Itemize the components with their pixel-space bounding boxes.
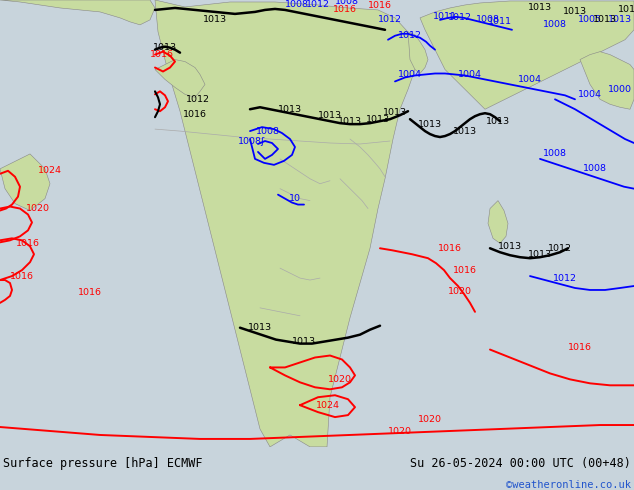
Text: 1016: 1016 — [10, 271, 34, 281]
Text: 1012: 1012 — [378, 15, 402, 24]
Polygon shape — [0, 154, 50, 211]
Text: 1008: 1008 — [543, 20, 567, 29]
Polygon shape — [0, 0, 155, 25]
Text: 1013: 1013 — [498, 242, 522, 251]
Text: 1020: 1020 — [26, 204, 50, 213]
Text: 1013: 1013 — [203, 15, 227, 24]
Text: 1008: 1008 — [335, 0, 359, 6]
Text: 1013: 1013 — [338, 117, 362, 125]
Text: 1016: 1016 — [568, 343, 592, 352]
Text: Surface pressure [hPa] ECMWF: Surface pressure [hPa] ECMWF — [3, 457, 203, 470]
Text: 1013: 1013 — [366, 115, 390, 123]
Text: 1008: 1008 — [543, 149, 567, 158]
Text: 1016: 1016 — [78, 289, 102, 297]
Text: 1012: 1012 — [553, 273, 577, 283]
Text: 1013: 1013 — [248, 323, 272, 332]
Text: 1024: 1024 — [38, 166, 62, 175]
Text: 1016: 1016 — [16, 239, 40, 248]
Text: 1013: 1013 — [453, 126, 477, 136]
Text: 1013: 1013 — [563, 7, 587, 17]
Text: 1013: 1013 — [418, 120, 442, 129]
Text: 1008ʃ: 1008ʃ — [238, 137, 266, 146]
Text: 1013: 1013 — [608, 15, 632, 24]
Text: 1020: 1020 — [418, 415, 442, 423]
Text: 1024: 1024 — [316, 401, 340, 410]
Text: 1020: 1020 — [388, 427, 412, 437]
Text: 1016: 1016 — [438, 244, 462, 253]
Text: 1016: 1016 — [333, 5, 357, 14]
Text: 1012: 1012 — [398, 31, 422, 40]
Text: 10: 10 — [289, 194, 301, 203]
Text: 1016: 1016 — [150, 50, 174, 59]
Text: Su 26-05-2024 00:00 UTC (00+48): Su 26-05-2024 00:00 UTC (00+48) — [410, 457, 631, 470]
Text: 1012: 1012 — [448, 13, 472, 23]
Text: 1013: 1013 — [528, 250, 552, 259]
Text: 1013: 1013 — [528, 3, 552, 12]
Text: 1011: 1011 — [433, 12, 457, 22]
Text: 1005: 1005 — [578, 15, 602, 24]
Text: 1013: 1013 — [593, 15, 617, 24]
Text: 1004: 1004 — [458, 70, 482, 79]
Text: 1004: 1004 — [578, 90, 602, 99]
Polygon shape — [580, 51, 634, 109]
Text: 1020: 1020 — [328, 375, 352, 384]
Text: 1016: 1016 — [183, 110, 207, 119]
Text: 1012: 1012 — [548, 244, 572, 253]
Text: 1012: 1012 — [186, 95, 210, 104]
Text: 1016: 1016 — [368, 1, 392, 10]
Text: 1000: 1000 — [608, 85, 632, 94]
Text: 1008: 1008 — [476, 15, 500, 24]
Text: 1004: 1004 — [518, 75, 542, 84]
Polygon shape — [155, 60, 205, 98]
Text: 1013: 1013 — [153, 43, 177, 52]
Text: 1013: 1013 — [383, 108, 407, 117]
Text: 1013: 1013 — [318, 111, 342, 120]
Text: 1016: 1016 — [453, 266, 477, 274]
Polygon shape — [420, 1, 634, 109]
Text: 1013: 1013 — [486, 117, 510, 125]
Text: 1013: 1013 — [292, 337, 316, 346]
Text: 1020: 1020 — [448, 288, 472, 296]
Text: ©weatheronline.co.uk: ©weatheronline.co.uk — [506, 480, 631, 490]
Polygon shape — [155, 0, 420, 447]
Text: 1011: 1011 — [488, 17, 512, 26]
Text: 1008: 1008 — [256, 126, 280, 136]
Polygon shape — [488, 200, 508, 244]
Text: 1004: 1004 — [398, 70, 422, 79]
Polygon shape — [408, 32, 428, 74]
Text: 1013: 1013 — [278, 105, 302, 114]
Text: 1008: 1008 — [285, 0, 309, 9]
Text: 1012: 1012 — [306, 0, 330, 9]
Text: 1013: 1013 — [618, 5, 634, 14]
Text: 1008: 1008 — [583, 164, 607, 173]
